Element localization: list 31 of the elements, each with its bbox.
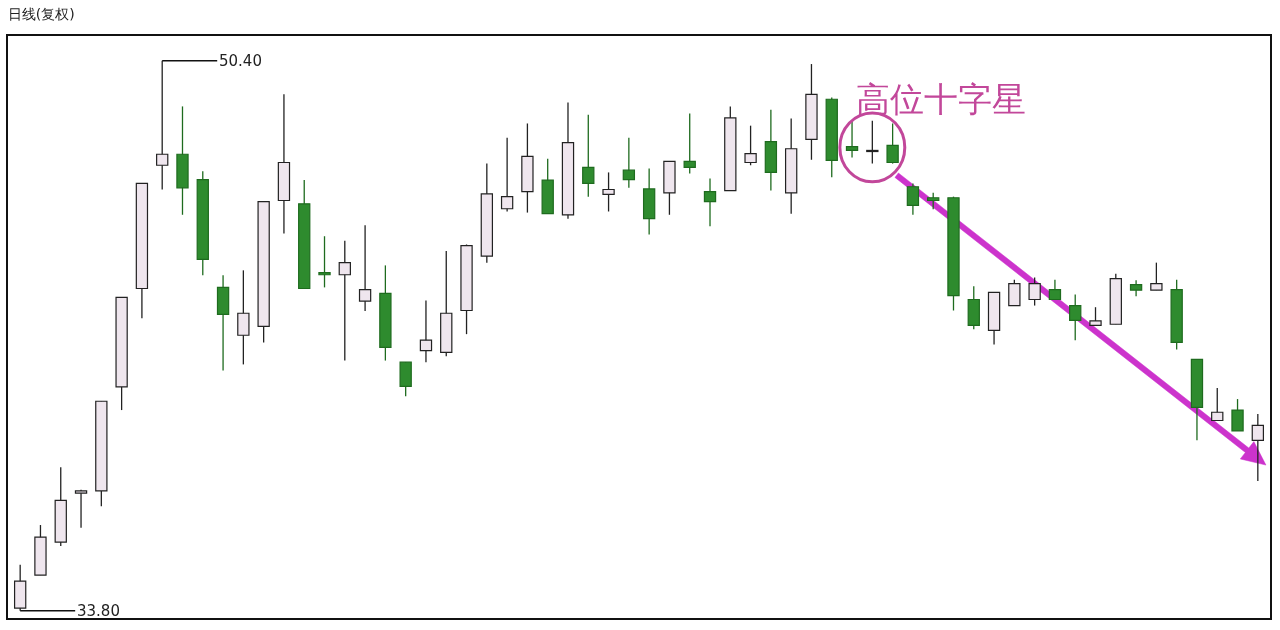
candlestick [318, 235, 331, 289]
candlestick [1251, 413, 1265, 482]
candlestick [500, 137, 514, 213]
candlestick [1028, 276, 1041, 307]
candlestick [602, 171, 615, 213]
candlestick [156, 60, 169, 191]
candlestick [622, 137, 636, 189]
candlestick [744, 125, 757, 166]
chart-title: 日线(复权) [7, 6, 75, 23]
annotation: 50.40 [219, 52, 262, 70]
candlestick [906, 182, 920, 216]
candlestick [358, 224, 372, 312]
candlestick [338, 239, 351, 362]
candlestick [1211, 387, 1224, 422]
candlestick [845, 120, 859, 159]
candlestick [703, 177, 717, 227]
candlestick [74, 489, 88, 529]
candlestick [237, 269, 250, 366]
candlestick [1150, 261, 1163, 291]
candlestick [1008, 279, 1021, 307]
candlestick [419, 299, 433, 363]
candlestick [1231, 398, 1244, 432]
annotation: 高位十字星 [856, 79, 1026, 119]
candlestick [1048, 279, 1062, 301]
candlestick [886, 122, 899, 165]
annotation: 33.80 [77, 602, 120, 620]
candlestick [683, 112, 696, 175]
candlestick [582, 114, 595, 198]
candlestick [1069, 293, 1082, 341]
candlestick [1089, 306, 1102, 326]
candlestick [866, 120, 879, 165]
